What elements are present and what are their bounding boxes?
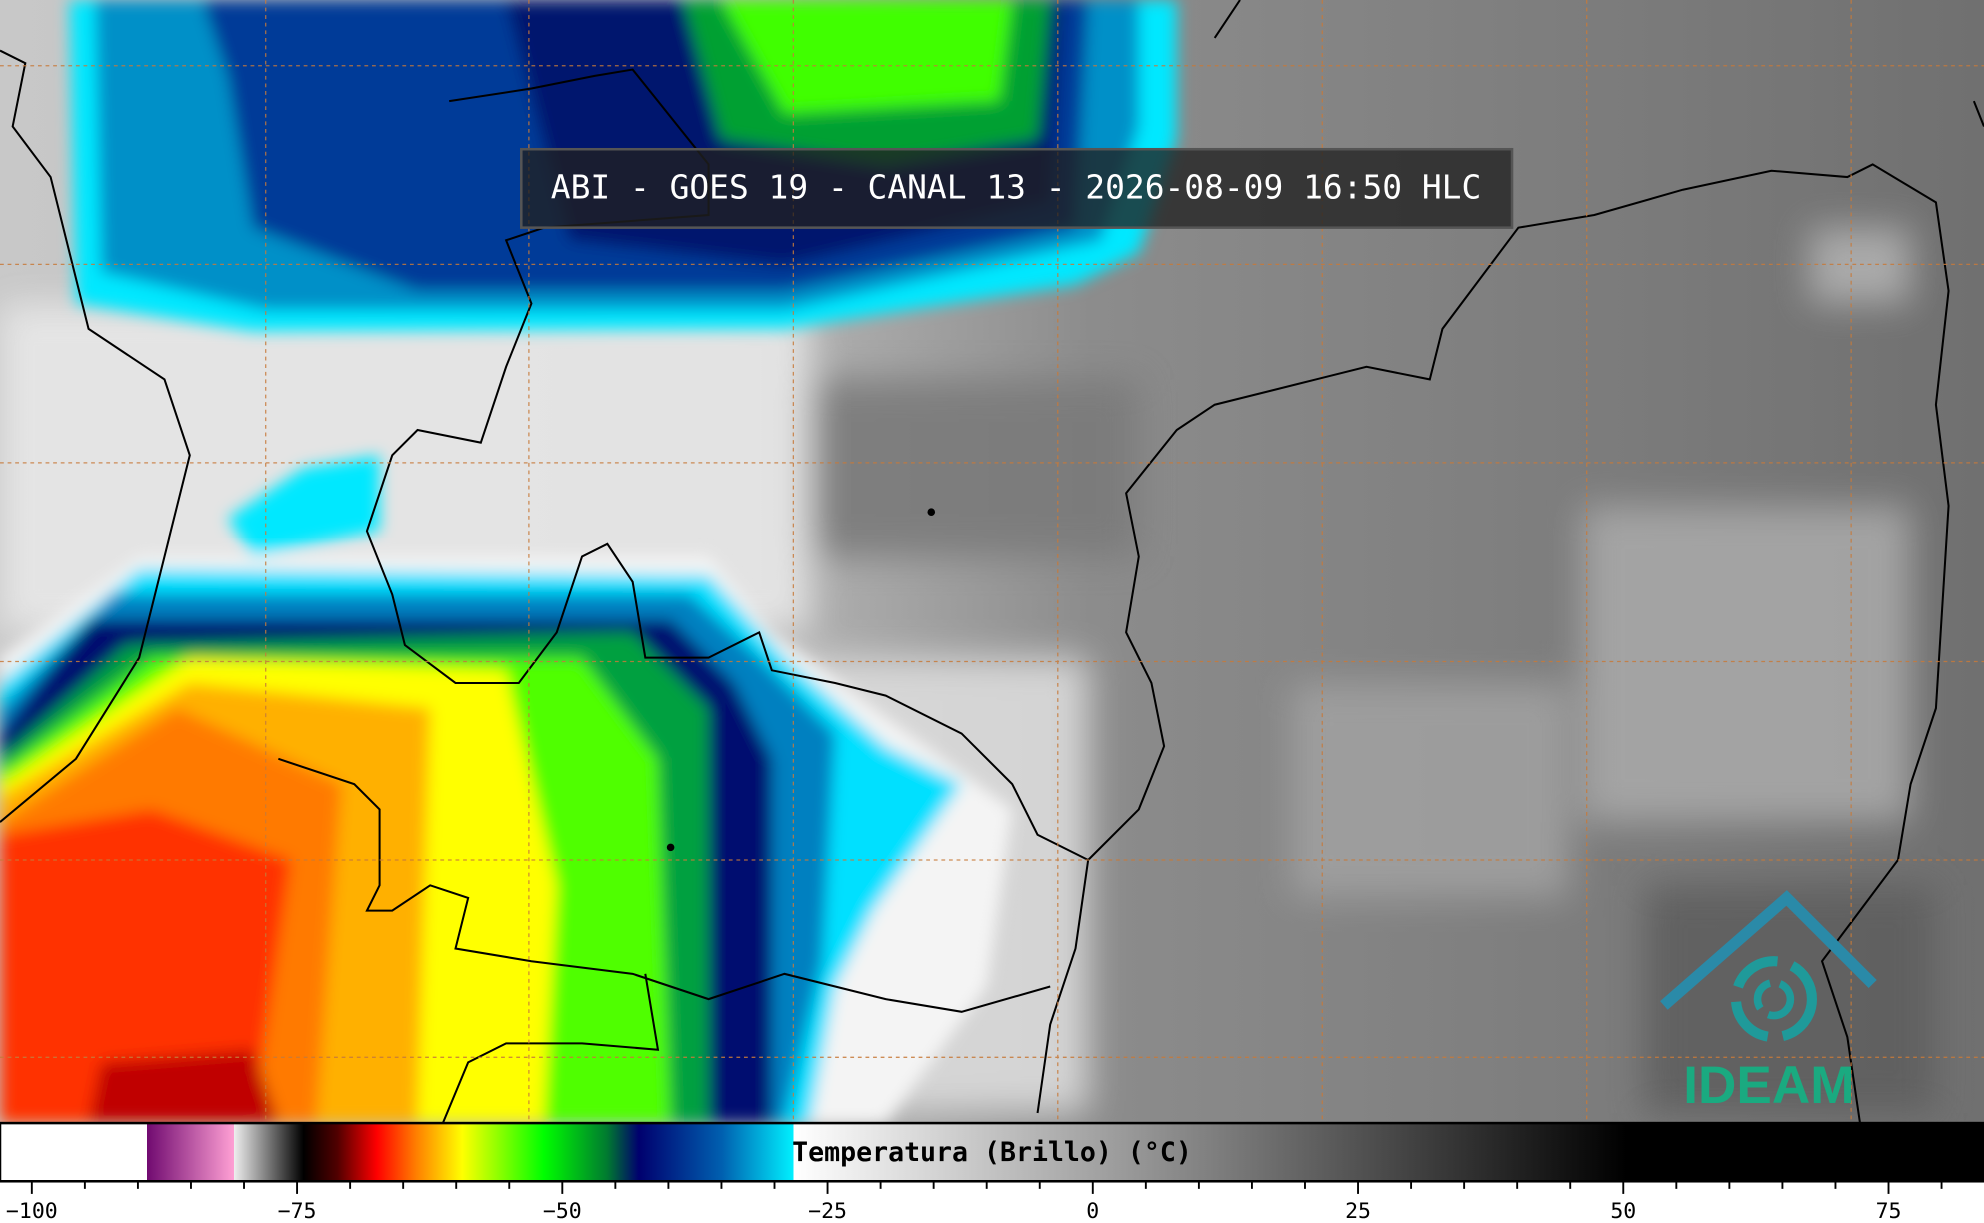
tick-label: 50: [1610, 1199, 1636, 1223]
tick-label: 25: [1345, 1199, 1371, 1223]
tick-label: −50: [543, 1199, 582, 1223]
grid: [0, 0, 1984, 1124]
tick-label: −25: [808, 1199, 847, 1223]
city-marker: [927, 508, 936, 517]
logo-text: IDEAM: [1683, 1056, 1854, 1115]
tick-label: −100: [6, 1199, 58, 1223]
tick-label: −75: [278, 1199, 317, 1223]
logo: IDEAM: [1660, 890, 1877, 1115]
title-box: ABI - GOES 19 - CANAL 13 - 2026-08-09 16…: [520, 147, 1514, 229]
city-marker: [666, 843, 675, 852]
title: ABI - GOES 19 - CANAL 13 - 2026-08-09 16…: [551, 168, 1481, 207]
tick-label: 0: [1086, 1199, 1099, 1223]
colorbar: Temperatura (Brillo) (°C) −100 −75 −50 −25 0…: [0, 1121, 1984, 1223]
tick-label: 75: [1876, 1199, 1902, 1223]
borders: [0, 0, 1984, 1123]
map: [0, 0, 1984, 1124]
colorbar-label: Temperatura (Brillo) (°C): [792, 1137, 1192, 1168]
